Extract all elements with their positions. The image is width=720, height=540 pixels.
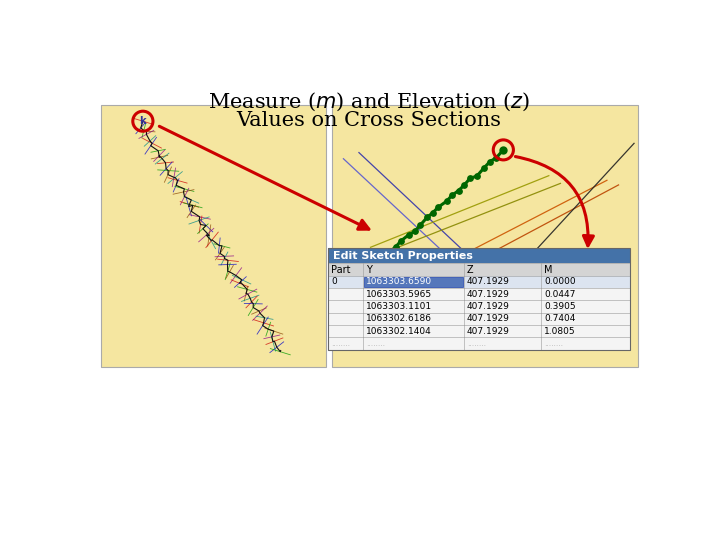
Text: 0.7404: 0.7404 <box>544 314 575 323</box>
Point <box>371 260 382 268</box>
FancyBboxPatch shape <box>328 313 630 325</box>
Point <box>351 276 363 285</box>
Point <box>471 172 482 180</box>
Point <box>383 248 395 256</box>
Point <box>433 203 444 212</box>
FancyArrowPatch shape <box>516 157 593 246</box>
Text: 0.3905: 0.3905 <box>544 302 576 311</box>
Text: Y: Y <box>366 265 372 275</box>
FancyBboxPatch shape <box>328 338 630 350</box>
Text: 0.0000: 0.0000 <box>544 278 576 286</box>
FancyBboxPatch shape <box>328 288 630 300</box>
Text: ........: ........ <box>467 339 486 348</box>
Text: Measure ($m$) and Elevation ($z$): Measure ($m$) and Elevation ($z$) <box>208 91 530 113</box>
Point <box>453 186 464 195</box>
Text: 407.1929: 407.1929 <box>467 290 510 299</box>
Point <box>459 181 470 190</box>
Text: 1063303.1101: 1063303.1101 <box>366 302 432 311</box>
FancyBboxPatch shape <box>332 105 638 367</box>
Text: 0: 0 <box>331 278 337 286</box>
Text: 1063302.1404: 1063302.1404 <box>366 327 432 336</box>
Text: 407.1929: 407.1929 <box>467 327 510 336</box>
Text: ........: ........ <box>366 339 385 348</box>
Point <box>346 282 357 291</box>
Text: k: k <box>140 116 146 126</box>
Point <box>378 254 390 262</box>
Text: 1063303.5965: 1063303.5965 <box>366 290 432 299</box>
Point <box>478 164 490 173</box>
FancyBboxPatch shape <box>328 300 630 313</box>
Text: ........: ........ <box>331 339 350 348</box>
FancyBboxPatch shape <box>328 248 630 264</box>
Point <box>415 221 426 230</box>
Text: Z: Z <box>467 265 473 275</box>
Point <box>490 153 502 162</box>
Text: M: M <box>544 265 553 275</box>
Point <box>403 231 415 239</box>
Point <box>358 270 369 279</box>
Point <box>498 146 509 154</box>
Text: Values on Cross Sections: Values on Cross Sections <box>236 111 502 130</box>
Point <box>409 227 420 236</box>
Text: 407.1929: 407.1929 <box>467 278 510 286</box>
Text: 1063302.6186: 1063302.6186 <box>366 314 432 323</box>
Point <box>364 265 376 273</box>
Point <box>427 208 438 217</box>
Text: Edit Sketch Properties: Edit Sketch Properties <box>333 251 472 261</box>
Point <box>441 197 452 206</box>
Text: 407.1929: 407.1929 <box>467 302 510 311</box>
Point <box>421 213 433 221</box>
Point <box>484 158 495 166</box>
Point <box>464 174 476 183</box>
FancyBboxPatch shape <box>101 105 325 367</box>
FancyBboxPatch shape <box>364 276 463 287</box>
Point <box>395 237 407 245</box>
Point <box>390 242 402 251</box>
Text: 0.0447: 0.0447 <box>544 290 575 299</box>
Text: 407.1929: 407.1929 <box>467 314 510 323</box>
Text: ........: ........ <box>544 339 563 348</box>
Text: 1.0805: 1.0805 <box>544 327 576 336</box>
FancyArrowPatch shape <box>159 126 369 230</box>
Point <box>446 191 458 200</box>
Text: Part: Part <box>331 265 351 275</box>
Text: 1063303.6590: 1063303.6590 <box>366 278 432 286</box>
FancyBboxPatch shape <box>328 276 630 288</box>
FancyBboxPatch shape <box>328 264 630 276</box>
FancyBboxPatch shape <box>328 325 630 338</box>
